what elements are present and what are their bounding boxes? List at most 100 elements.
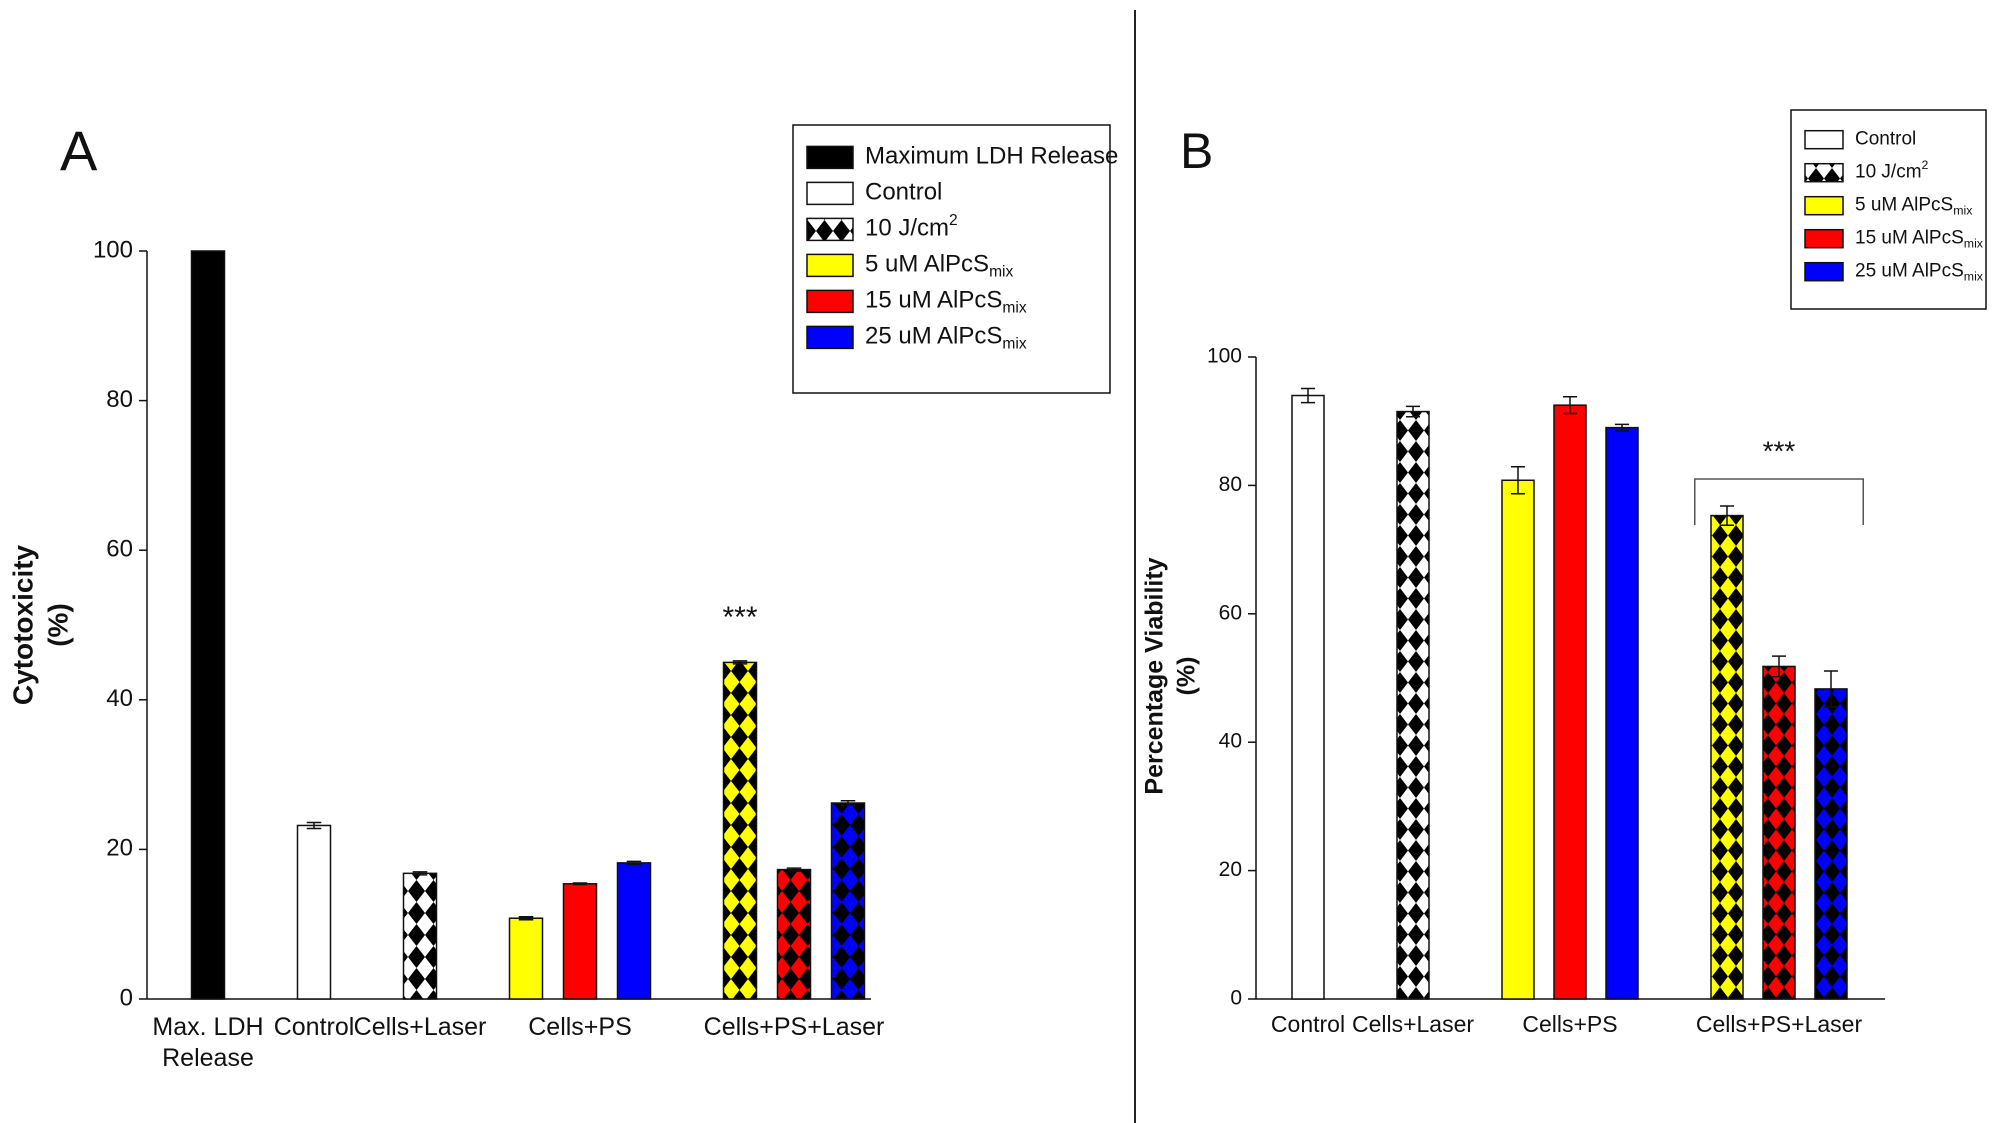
bar (1553, 404, 1587, 1000)
bar (1291, 394, 1325, 1000)
legend-swatch (1804, 261, 1844, 282)
annotation: *** (722, 601, 757, 634)
legend-subscript: mix (1002, 336, 1026, 353)
bar (616, 862, 652, 1000)
bar (296, 824, 332, 1000)
legend-subscript: mix (1964, 237, 1984, 251)
legend-swatch (1804, 162, 1844, 183)
legend-swatch (806, 145, 854, 170)
x-tick-label-box: Cells+Laser (353, 1012, 487, 1043)
error-bar (412, 871, 428, 876)
bar (776, 868, 812, 1000)
legend-swatch (1804, 195, 1844, 216)
bar (508, 917, 544, 1000)
x-tick-label: Cells+PS+Laser (1695, 1011, 1863, 1037)
error-bar (1614, 423, 1630, 432)
x-tick-label: Cells+PS (528, 1013, 632, 1041)
legend-name: 5 uM AlPcS (1855, 195, 1953, 216)
legend-label: Control (1855, 129, 1916, 150)
y-axis-title: Percentage Viability (1141, 557, 1169, 794)
y-axis-title: Cytotoxicity (7, 544, 38, 705)
legend-name: 25 uM AlPcS (1855, 261, 1964, 282)
y-tick-label: 100 (93, 236, 133, 263)
bar (402, 872, 438, 1000)
x-tick-label-box: Cells+PS (515, 1012, 645, 1043)
panel-label: A (60, 119, 98, 182)
legend-swatch (806, 325, 854, 350)
error-bar (306, 821, 322, 830)
bar (1710, 514, 1744, 1000)
legend-label: 15 uM AlPcSmix (865, 287, 1027, 317)
x-tick-label: Control (1270, 1011, 1346, 1037)
legend-subscript: mix (989, 264, 1013, 281)
x-tick-label-box: Cells+PS+Laser (1696, 1010, 1862, 1039)
bar (830, 802, 866, 1000)
panel-label: B (1180, 123, 1213, 179)
error-bar (840, 800, 856, 807)
legend-superscript: 2 (949, 212, 958, 229)
x-tick-label-box: Control (249, 1012, 379, 1043)
legend-name: 25 uM AlPcS (865, 323, 1002, 350)
legend-name: 5 uM AlPcS (865, 251, 989, 278)
error-bar (786, 867, 802, 872)
x-tick-label-wrap: Cells+PS (1505, 1010, 1635, 1039)
bar (1762, 665, 1796, 1000)
legend-superscript: 2 (1922, 158, 1929, 172)
y-tick-label: 40 (1219, 730, 1242, 753)
legend-swatch (806, 289, 854, 314)
y-tick-label: 40 (106, 685, 133, 712)
y-tick-label: 20 (106, 835, 133, 862)
y-tick-label: 80 (106, 386, 133, 413)
bar (562, 883, 598, 1000)
legend-swatch (1804, 228, 1844, 249)
legend-label: 15 uM AlPcSmix (1855, 228, 1984, 251)
error-bar (518, 915, 534, 921)
x-tick-label-wrap: Max. LDH Release (143, 1012, 273, 1075)
legend-name: 10 J/cm (1855, 162, 1922, 183)
x-tick-label: Cells+Laser (353, 1013, 487, 1041)
y-tick-label: 60 (1219, 601, 1242, 624)
y-axis-title: (%) (42, 603, 73, 647)
error-bar (732, 660, 748, 665)
x-tick-label-box: Control (1243, 1010, 1373, 1039)
legend-subscript: mix (1953, 204, 1973, 218)
x-tick-label-wrap: Control (249, 1012, 379, 1043)
legend-subscript: mix (1002, 300, 1026, 317)
x-tick-label-box: Cells+Laser (1348, 1010, 1478, 1039)
x-tick-label-wrap: Cells+Laser (1348, 1010, 1478, 1039)
x-tick-label-wrap: Cells+PS (515, 1012, 645, 1043)
error-bar (1823, 670, 1839, 708)
x-tick-label-wrap: Cells+Laser (353, 1012, 487, 1043)
x-tick-label: Cells+Laser (1351, 1011, 1475, 1037)
bar (722, 661, 758, 1000)
error-bar (1562, 396, 1578, 415)
legend-name: Maximum LDH Release (865, 143, 1118, 170)
legend-label: 25 uM AlPcSmix (865, 323, 1027, 353)
error-bar (1405, 405, 1421, 418)
x-tick-label-box: Max. LDH Release (143, 1012, 273, 1075)
y-axis-title: (%) (1173, 657, 1201, 696)
x-tick-label-box: Cells+PS (1505, 1010, 1635, 1039)
legend-swatch (806, 217, 854, 242)
bar (1814, 688, 1848, 1000)
x-tick-label: Control (273, 1013, 355, 1041)
legend-label: Maximum LDH Release (865, 143, 1118, 170)
legend-label: 5 uM AlPcSmix (1855, 195, 1973, 218)
bar (1396, 410, 1430, 1000)
y-tick-label: 80 (1219, 473, 1242, 496)
error-bar (1771, 655, 1787, 678)
x-tick-label-wrap: Cells+PS+Laser (1696, 1010, 1862, 1039)
x-tick-label-wrap: Control (1243, 1010, 1373, 1039)
legend-subscript: mix (1964, 270, 1984, 284)
legend-name: 10 J/cm (865, 215, 949, 242)
bar (1605, 426, 1639, 1000)
y-tick-label: 0 (120, 984, 133, 1011)
error-bar (1719, 505, 1735, 526)
legend-label: 25 uM AlPcSmix (1855, 261, 1984, 284)
bar (190, 250, 226, 1000)
error-bar (572, 882, 588, 886)
legend-name: 15 uM AlPcS (1855, 228, 1964, 249)
legend-name: Control (865, 179, 942, 206)
